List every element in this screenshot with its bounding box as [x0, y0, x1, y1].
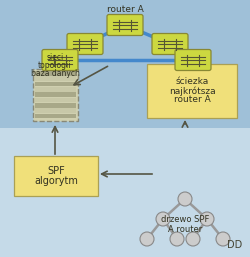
- Circle shape: [200, 212, 214, 226]
- FancyBboxPatch shape: [42, 50, 78, 70]
- Bar: [32, 69, 78, 121]
- FancyBboxPatch shape: [67, 33, 103, 54]
- Text: ściezka: ściezka: [176, 78, 208, 87]
- FancyBboxPatch shape: [147, 64, 237, 118]
- Text: A router: A router: [168, 225, 202, 234]
- FancyBboxPatch shape: [152, 33, 188, 54]
- Bar: [34, 98, 76, 102]
- Text: DD: DD: [228, 240, 242, 250]
- Text: router A: router A: [174, 96, 210, 105]
- FancyBboxPatch shape: [175, 50, 211, 70]
- Bar: [34, 71, 76, 76]
- Text: najkrótsza: najkrótsza: [169, 86, 215, 96]
- Circle shape: [186, 232, 200, 246]
- Bar: [34, 103, 76, 107]
- Text: baza danych: baza danych: [30, 69, 80, 78]
- Bar: [34, 82, 76, 86]
- Text: router A: router A: [106, 5, 144, 14]
- FancyBboxPatch shape: [107, 14, 143, 35]
- Circle shape: [170, 232, 184, 246]
- Circle shape: [178, 192, 192, 206]
- Text: algorytm: algorytm: [34, 176, 78, 186]
- Bar: [0, 0, 250, 128]
- FancyBboxPatch shape: [14, 156, 98, 196]
- Bar: [34, 76, 76, 81]
- Circle shape: [216, 232, 230, 246]
- Text: SPF: SPF: [47, 166, 65, 176]
- Bar: [0, 128, 250, 257]
- Text: topologii: topologii: [38, 61, 72, 70]
- Text: drzewo SPF: drzewo SPF: [161, 215, 209, 224]
- Bar: [34, 114, 76, 118]
- Bar: [34, 87, 76, 91]
- Bar: [34, 92, 76, 97]
- Bar: [34, 108, 76, 113]
- Text: sieci: sieci: [46, 53, 64, 62]
- Circle shape: [140, 232, 154, 246]
- Circle shape: [156, 212, 170, 226]
